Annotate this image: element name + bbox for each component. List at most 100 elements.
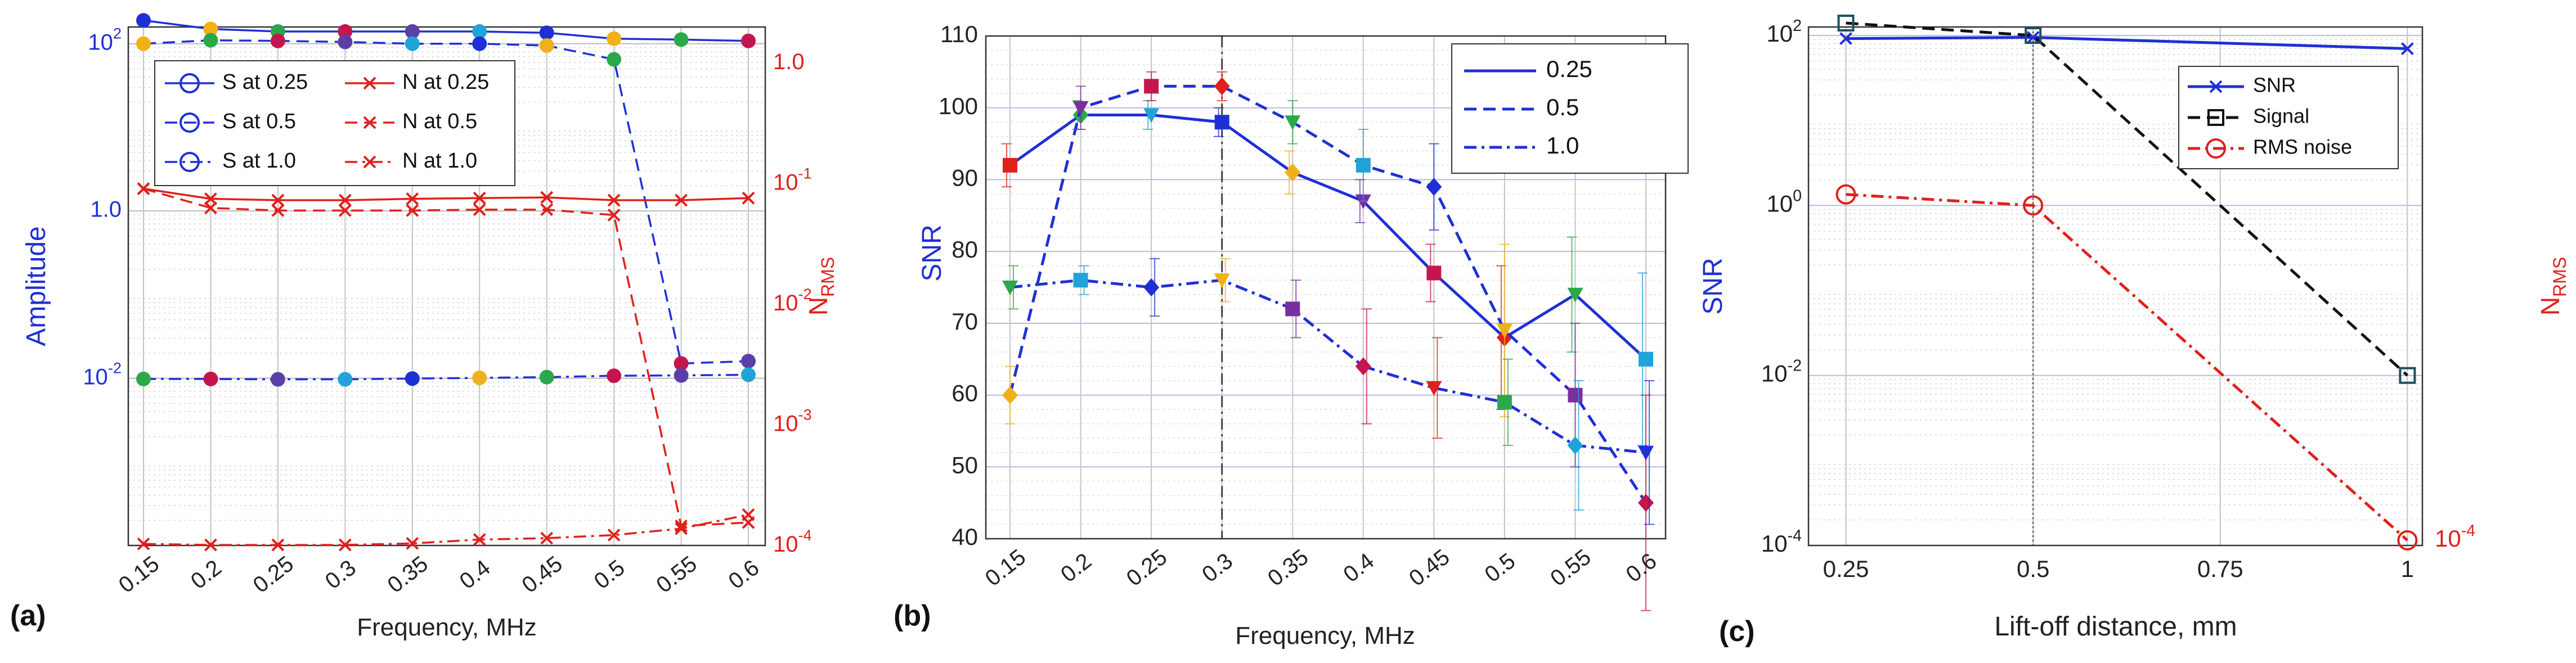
legend-label: N at 1.0 [402,149,477,173]
x-tick-label: 0.55 [1546,544,1595,591]
data-point [1144,79,1159,94]
data-point [1285,163,1301,182]
data-point [136,13,151,28]
data-point [406,204,419,217]
legend-label: S at 0.25 [222,70,308,94]
legend-label: 1.0 [1546,132,1579,159]
y-tick-label: 70 [952,308,978,335]
data-point [540,203,554,217]
x-tick-label: 0.4 [1339,548,1379,587]
data-point [2025,27,2042,44]
x-tick-label: 0.35 [1263,544,1313,591]
left-tick-label-base: 10 [83,364,108,389]
right-tick-label: 10-3 [773,406,812,436]
right-tick-label: 10-2 [773,285,812,315]
x-tick-label: 0.6 [724,555,764,594]
x-tick-label: 0.6 [1622,548,1662,587]
series-line [1009,278,1646,454]
data-point [539,369,554,385]
y-tick-label: 40 [952,524,978,550]
y-tick-label: 90 [952,165,978,191]
legend-label: RMS noise [2253,136,2352,159]
data-point [473,533,486,546]
legend-swatch-marker [2206,138,2226,159]
y-axis-label-right-main: N [804,297,833,315]
left-tick-label-exponent: -2 [1788,357,1802,375]
right-tick-label-base: 10 [773,170,798,195]
data-point [540,531,554,545]
data-point [1839,32,1852,46]
legend-swatch-marker [363,155,376,169]
data-point [472,24,487,39]
data-point [2399,367,2416,384]
data-point [607,529,621,542]
legend-label: N at 0.25 [402,70,489,94]
x-tick-label: 0.5 [590,555,630,594]
plot-frame [127,26,766,547]
right-tick-label-base: 10 [2435,525,2461,552]
data-point [539,25,554,40]
legend-swatch-marker [2207,109,2224,126]
legend-swatch-marker [179,152,200,172]
right-tick-label-exponent: -4 [2461,521,2476,539]
y-axis-label-left: SNR [1698,258,1728,314]
legend-box [154,60,515,186]
data-point [405,24,420,39]
left-tick-label: 10-2 [83,359,122,389]
data-point [1355,357,1371,376]
data-point [1497,395,1512,410]
data-point [1072,101,1089,116]
right-tick-label-exponent: -1 [798,165,812,182]
data-point [204,538,217,552]
left-tick-label: 102 [88,25,122,55]
series-line [143,19,749,42]
legend-label: Signal [2253,105,2309,128]
legend-label: N at 0.5 [402,110,477,133]
data-point [674,356,689,371]
data-point [271,204,285,217]
data-point [270,33,285,48]
y-axis-label: SNR [917,224,947,281]
data-point [338,34,353,49]
left-tick-label: 1.0 [90,197,122,222]
y-axis-label-right: NRMS [804,257,838,315]
data-point [271,538,285,552]
series-line [1846,21,2409,377]
y-tick-label: 110 [940,21,978,47]
data-point [1426,178,1442,196]
left-tick-label-base: 10 [1761,530,1788,557]
left-tick-label: 10-2 [1761,357,1802,387]
data-point [1285,115,1301,130]
y-tick-label: 60 [952,380,978,407]
x-axis-label: Lift-off distance, mm [1994,612,2237,642]
data-point [1496,323,1513,339]
right-tick-label: 1.0 [773,49,805,74]
x-tick-label: 0.4 [455,555,495,594]
x-tick-label: 0.25 [249,551,298,598]
panel-b: 40 50 60 70 80 90 100 110 0.15 0.2 0.25 0.3 0.35 0.4 0… [894,21,1689,650]
data-point [271,193,285,207]
right-tick-label-base: 10 [773,411,798,436]
left-tick-label-exponent: -2 [108,359,122,377]
data-point [473,203,486,217]
data-point [2026,31,2040,44]
left-tick-label-exponent: 2 [1793,17,1802,35]
data-point [1214,115,1229,130]
x-tick-label: 0.5 [1480,548,1520,587]
legend-label: SNR [2253,74,2296,97]
x-tick-label: 0.25 [1823,556,1869,582]
x-axis-label: Frequency, MHz [1235,622,1415,650]
y-axis-label-right: NRMS [2535,257,2570,315]
data-point [1426,265,1442,281]
x-tick-label: 0.15 [114,551,164,598]
data-point [1143,278,1160,296]
data-point [675,522,688,535]
data-point [136,36,151,51]
data-point [742,508,755,521]
data-point [1638,445,1654,461]
left-tick-label: 10-4 [1761,527,1802,557]
data-point [137,182,150,195]
x-tick-label: 0.45 [517,551,567,598]
data-point [405,36,420,51]
